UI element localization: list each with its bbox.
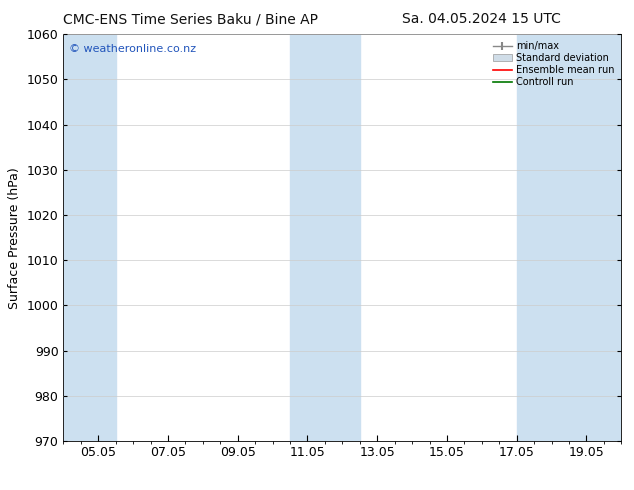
Text: Sa. 04.05.2024 15 UTC: Sa. 04.05.2024 15 UTC bbox=[403, 12, 561, 26]
Bar bbox=[290, 34, 359, 441]
Bar bbox=[517, 34, 621, 441]
Legend: min/max, Standard deviation, Ensemble mean run, Controll run: min/max, Standard deviation, Ensemble me… bbox=[491, 39, 616, 89]
Y-axis label: Surface Pressure (hPa): Surface Pressure (hPa) bbox=[8, 167, 21, 309]
Bar bbox=[63, 34, 115, 441]
Text: CMC-ENS Time Series Baku / Bine AP: CMC-ENS Time Series Baku / Bine AP bbox=[63, 12, 318, 26]
Text: © weatheronline.co.nz: © weatheronline.co.nz bbox=[69, 45, 196, 54]
